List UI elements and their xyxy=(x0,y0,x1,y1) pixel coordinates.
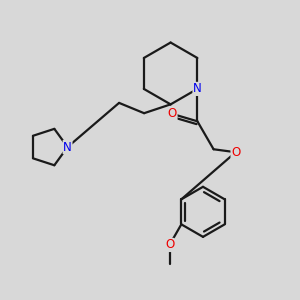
Text: O: O xyxy=(165,238,174,251)
Text: N: N xyxy=(193,82,202,95)
Text: O: O xyxy=(168,107,177,120)
Text: O: O xyxy=(231,146,240,159)
Text: N: N xyxy=(63,141,72,154)
